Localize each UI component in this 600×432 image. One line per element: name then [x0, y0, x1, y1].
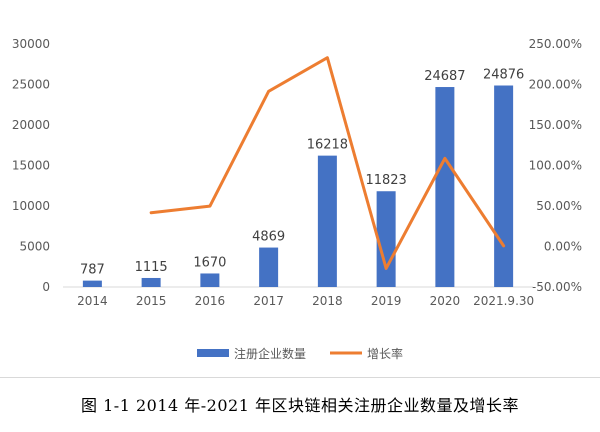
- bar-data-label: 1670: [193, 255, 226, 270]
- growth-rate-line: [149, 56, 506, 270]
- legend-label-bar: 注册企业数量: [234, 346, 306, 361]
- y-right-tick-label: 0.00%: [544, 240, 582, 254]
- x-tick-label: 2021.9.30: [473, 294, 534, 308]
- x-tick-label: 2020: [430, 294, 461, 308]
- bar-data-label: 24876: [483, 68, 524, 83]
- y-left-tick-label: 25000: [12, 78, 50, 92]
- x-tick-label: 2015: [136, 294, 167, 308]
- bar: [259, 247, 279, 287]
- chart-frame: 0 5000 10000 15000 20000 25000 30000 -50.00% 0.0…: [0, 37, 600, 378]
- y-left-tick-label: 5000: [19, 240, 50, 254]
- bar: [82, 280, 102, 287]
- y-left-tick-label: 15000: [12, 159, 50, 173]
- y-left-tick-label: 10000: [12, 199, 50, 213]
- bar: [376, 191, 396, 287]
- bar-data-label: 4869: [252, 230, 285, 245]
- x-tick-label: 2019: [371, 294, 402, 308]
- bar: [494, 85, 514, 288]
- y-left-tick-label: 30000: [12, 37, 50, 51]
- x-tick-label: 2017: [253, 294, 284, 308]
- y-right-tick-label: -50.00%: [532, 280, 582, 294]
- x-tick-label: 2018: [312, 294, 343, 308]
- y-left-tick-label: 0: [42, 280, 50, 294]
- legend-swatch-bar: [197, 349, 229, 357]
- bar-data-label: 1115: [135, 260, 168, 275]
- bar: [435, 87, 455, 287]
- x-tick-label: 2016: [195, 294, 226, 308]
- bar: [141, 277, 161, 287]
- chart: 0 5000 10000 15000 20000 25000 30000 -50.00% 0.0…: [12, 37, 582, 361]
- y-right-tick-label: 250.00%: [529, 37, 582, 51]
- y-left-tick-label: 20000: [12, 118, 50, 132]
- y-right-tick-label: 50.00%: [536, 199, 582, 213]
- y-right-tick-label: 200.00%: [529, 78, 582, 92]
- bar-data-label: 24687: [424, 69, 465, 84]
- bar: [317, 155, 337, 287]
- bar-data-label: 787: [80, 263, 105, 278]
- bar-data-label: 16218: [307, 138, 348, 153]
- bar-data-label: 11823: [365, 173, 406, 188]
- y-right-tick-label: 100.00%: [529, 159, 582, 173]
- figure-caption: 图 1-1 2014 年-2021 年区块链相关注册企业数量及增长率: [81, 396, 519, 415]
- bar: [200, 273, 220, 287]
- y-right-tick-label: 150.00%: [529, 118, 582, 132]
- legend-label-line: 增长率: [367, 346, 403, 361]
- x-tick-label: 2014: [77, 294, 108, 308]
